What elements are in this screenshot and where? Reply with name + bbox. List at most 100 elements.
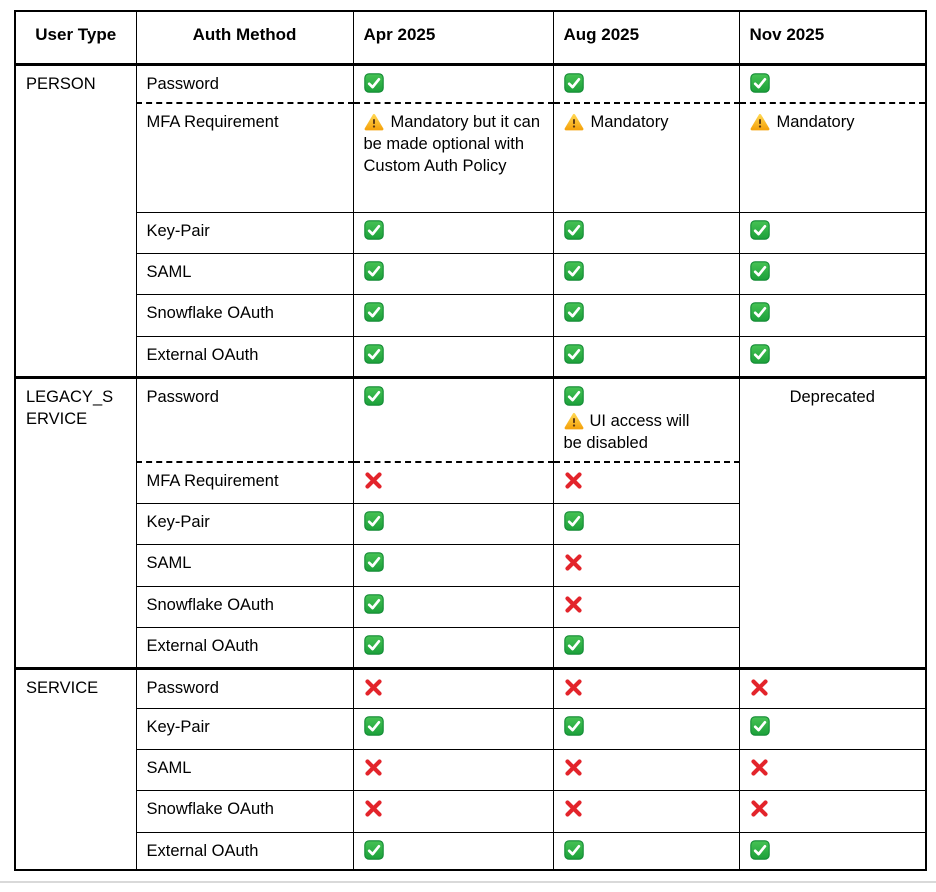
- cross-icon: [564, 595, 583, 614]
- cell-person-saml-apr-2025: [352, 253, 554, 295]
- cell-legacy-service-key-pair-apr-2025: [352, 502, 554, 545]
- cell-service-saml-aug-2025: [552, 748, 740, 791]
- cross-icon: [564, 678, 583, 697]
- cross-icon: [750, 799, 769, 818]
- check-icon: [363, 220, 384, 240]
- cell-person-snowflake-oauth-aug-2025: [552, 294, 740, 337]
- table-row-service-key-pair: Key-Pair: [15, 707, 927, 750]
- cell-service-key-pair-aug-2025: [552, 707, 740, 750]
- cell-person-mfa-requirement-aug-2025: Mandatory: [552, 102, 740, 213]
- table-row-person-password: PERSON Password: [14, 62, 927, 378]
- check-icon: [563, 302, 584, 322]
- check-icon: [563, 220, 584, 240]
- cross-icon: [564, 758, 583, 777]
- cell-service-password-nov-2025: [738, 666, 927, 709]
- auth-method-cell-password: Password: [135, 376, 354, 463]
- table-row-person-key-pair: Key-Pair: [15, 212, 927, 254]
- cell-legacy-service-mfa-requirement-apr-2025: [352, 461, 554, 504]
- user-type-cell-service: SERVICE: [14, 666, 137, 870]
- cross-icon: [364, 799, 383, 818]
- check-icon: [749, 302, 770, 322]
- warning-note: UI access will be disabled: [564, 410, 710, 454]
- warning-icon: [750, 113, 770, 131]
- cell-person-external-oauth-aug-2025: [552, 336, 740, 378]
- user-type-cell-legacy-service: LEGACY_SERVICE: [14, 376, 137, 669]
- cell-person-key-pair-nov-2025: [738, 212, 927, 254]
- check-icon: [363, 302, 384, 322]
- auth-method-cell-password: Password: [135, 666, 354, 709]
- cell-service-key-pair-apr-2025: [352, 707, 554, 750]
- check-icon: [563, 386, 584, 406]
- check-icon: [749, 344, 770, 364]
- cell-line: [563, 386, 729, 408]
- auth-method-cell-snowflake-oauth: Snowflake OAuth: [135, 789, 354, 833]
- check-icon: [563, 261, 584, 281]
- cell-service-saml-apr-2025: [352, 748, 554, 791]
- cell-service-saml-nov-2025: [738, 748, 927, 791]
- auth-method-cell-snowflake-oauth: Snowflake OAuth: [135, 294, 354, 337]
- cross-icon: [564, 471, 583, 490]
- column-header-apr-2025: Apr 2025: [352, 10, 554, 66]
- page-bottom-divider: [0, 881, 936, 883]
- cell-legacy-service-mfa-requirement-aug-2025: [552, 461, 740, 504]
- cell-person-snowflake-oauth-nov-2025: [738, 294, 927, 337]
- cell-service-snowflake-oauth-nov-2025: [738, 789, 927, 833]
- table-row-person-snowflake-oauth: Snowflake OAuth: [15, 294, 927, 337]
- check-icon: [363, 839, 384, 860]
- cell-service-external-oauth-apr-2025: [352, 831, 554, 870]
- cell-legacy-service-external-oauth-aug-2025: [552, 626, 740, 669]
- cell-person-mfa-requirement-apr-2025: Mandatory but it can be made optional wi…: [352, 102, 554, 213]
- table-row-service-snowflake-oauth: Snowflake OAuth: [15, 789, 927, 833]
- cell-service-snowflake-oauth-apr-2025: [352, 789, 554, 833]
- cell-service-key-pair-nov-2025: [738, 707, 927, 750]
- cell-legacy-service-saml-apr-2025: [352, 543, 554, 587]
- auth-method-cell-mfa-requirement: MFA Requirement: [135, 102, 354, 213]
- cross-icon: [564, 553, 583, 572]
- cell-legacy-service-external-oauth-apr-2025: [352, 626, 554, 669]
- table-row-legacy-service-snowflake-oauth: Snowflake OAuth: [15, 585, 926, 628]
- cell-legacy-service-nov-2025-merged: Deprecated: [738, 376, 927, 669]
- check-icon: [749, 220, 770, 240]
- cell-service-external-oauth-aug-2025: [552, 831, 740, 870]
- auth-methods-table-wrap: User Type Auth Method Apr 2025 Aug 2025 Nov …: [14, 10, 927, 871]
- table-row-person-external-oauth: External OAuth: [15, 336, 927, 378]
- auth-method-cell-external-oauth: External OAuth: [135, 831, 354, 870]
- cell-person-snowflake-oauth-apr-2025: [352, 294, 554, 337]
- header-row: User Type Auth Method Apr 2025 Aug 2025 Nov …: [14, 10, 927, 66]
- auth-method-cell-key-pair: Key-Pair: [135, 707, 354, 750]
- cell-person-saml-nov-2025: [738, 253, 927, 295]
- auth-method-cell-key-pair: Key-Pair: [135, 502, 354, 545]
- check-icon: [363, 551, 384, 572]
- cell-person-password-nov-2025: [738, 62, 927, 104]
- column-header-auth-method: Auth Method: [135, 10, 354, 66]
- auth-method-cell-password: Password: [135, 62, 354, 104]
- cross-icon: [364, 471, 383, 490]
- check-icon: [563, 344, 584, 364]
- cell-person-external-oauth-apr-2025: [352, 336, 554, 378]
- auth-methods-table: User Type Auth Method Apr 2025 Aug 2025 Nov …: [14, 10, 927, 871]
- cell-service-password-aug-2025: [552, 666, 740, 709]
- cell-legacy-service-snowflake-oauth-aug-2025: [552, 585, 740, 628]
- auth-method-cell-mfa-requirement: MFA Requirement: [135, 461, 354, 504]
- table-row-person-mfa-requirement: MFA Requirement Mandatory but it can be m…: [15, 102, 927, 213]
- auth-method-cell-snowflake-oauth: Snowflake OAuth: [135, 585, 354, 628]
- cell-service-external-oauth-nov-2025: [738, 831, 927, 870]
- auth-method-cell-saml: SAML: [135, 253, 354, 295]
- cell-person-mfa-requirement-nov-2025: Mandatory: [738, 102, 927, 213]
- cell-legacy-service-password-aug-2025: UI access will be disabled: [552, 376, 740, 463]
- cell-text: UI access will be disabled: [563, 412, 690, 452]
- cell-text: Mandatory but it can be made optional wi…: [363, 112, 541, 175]
- cell-person-password-apr-2025: [352, 62, 554, 104]
- table-row-service-external-oauth: External OAuth: [15, 831, 927, 870]
- cell-service-password-apr-2025: [352, 666, 554, 709]
- check-icon: [363, 386, 384, 406]
- cell-person-external-oauth-nov-2025: [738, 336, 927, 378]
- cross-icon: [750, 758, 769, 777]
- table-row-legacy-service-saml: SAML: [15, 543, 926, 587]
- check-icon: [563, 715, 584, 736]
- user-type-cell-person: PERSON: [14, 62, 137, 378]
- cell-legacy-service-password-apr-2025: [352, 376, 554, 463]
- cell-person-password-aug-2025: [552, 62, 740, 104]
- auth-method-cell-saml: SAML: [135, 748, 354, 791]
- column-header-user-type: User Type: [14, 10, 137, 66]
